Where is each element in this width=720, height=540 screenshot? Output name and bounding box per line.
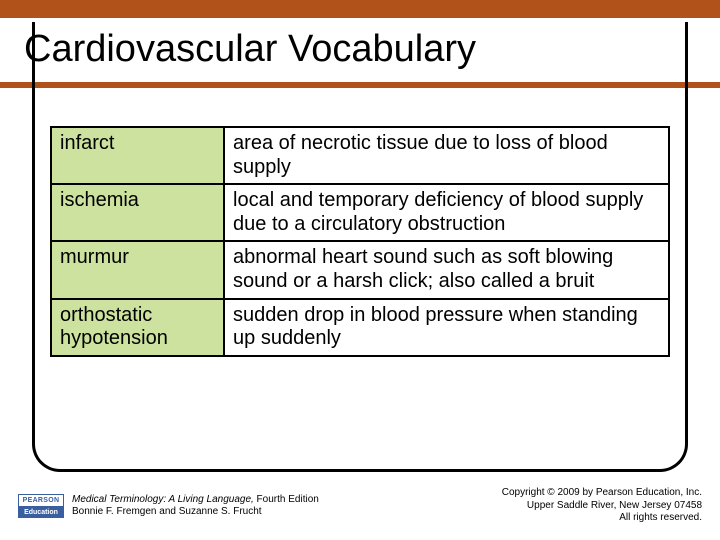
- copyright-line: Copyright © 2009 by Pearson Education, I…: [502, 487, 702, 500]
- vocab-table: infarct area of necrotic tissue due to l…: [50, 126, 670, 357]
- table-row: orthostatic hypotension sudden drop in b…: [51, 299, 669, 356]
- table-row: murmur abnormal heart sound such as soft…: [51, 241, 669, 298]
- term-cell: murmur: [51, 241, 224, 298]
- book-reference: Medical Terminology: A Living Language, …: [72, 494, 319, 519]
- definition-cell: abnormal heart sound such as soft blowin…: [224, 241, 669, 298]
- footer: PEARSON Education Medical Terminology: A…: [0, 478, 720, 534]
- book-title: Medical Terminology: A Living Language,: [72, 494, 254, 505]
- copyright-line: Upper Saddle River, New Jersey 07458: [502, 500, 702, 513]
- book-authors: Bonnie F. Fremgen and Suzanne S. Frucht: [72, 506, 319, 519]
- definition-cell: area of necrotic tissue due to loss of b…: [224, 127, 669, 184]
- book-edition: Fourth Edition: [254, 494, 319, 505]
- definition-cell: sudden drop in blood pressure when stand…: [224, 299, 669, 356]
- definition-cell: local and temporary deficiency of blood …: [224, 184, 669, 241]
- publisher-logo: PEARSON Education: [18, 494, 64, 518]
- term-cell: infarct: [51, 127, 224, 184]
- body-area: infarct area of necrotic tissue due to l…: [50, 126, 670, 357]
- term-cell: orthostatic hypotension: [51, 299, 224, 356]
- top-accent-bar: [0, 0, 720, 18]
- copyright-line: All rights reserved.: [502, 512, 702, 525]
- table-row: infarct area of necrotic tissue due to l…: [51, 127, 669, 184]
- copyright-block: Copyright © 2009 by Pearson Education, I…: [502, 487, 702, 525]
- logo-top-text: PEARSON: [18, 494, 64, 507]
- footer-left: PEARSON Education Medical Terminology: A…: [18, 494, 319, 519]
- table-row: ischemia local and temporary deficiency …: [51, 184, 669, 241]
- book-title-line: Medical Terminology: A Living Language, …: [72, 494, 319, 507]
- logo-bottom-text: Education: [18, 507, 64, 518]
- term-cell: ischemia: [51, 184, 224, 241]
